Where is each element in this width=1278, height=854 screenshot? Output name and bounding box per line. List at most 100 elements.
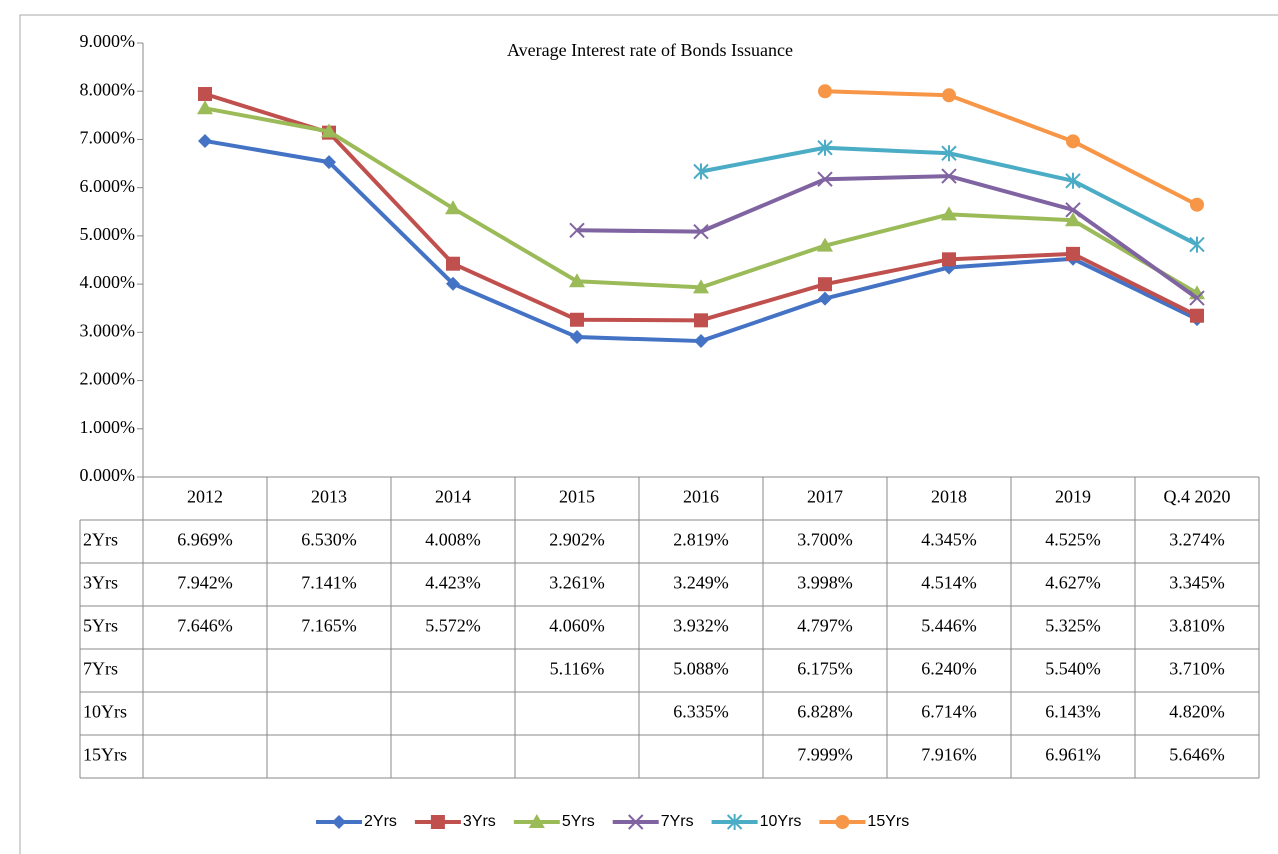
x-tick-label: 2015 — [559, 487, 595, 507]
marker — [1189, 236, 1205, 253]
marker — [1065, 202, 1081, 218]
table-value: 6.143% — [1045, 702, 1101, 722]
marker — [817, 237, 833, 252]
marker — [570, 330, 584, 345]
table-value: 5.540% — [1045, 659, 1101, 679]
table-value: 6.240% — [921, 659, 977, 679]
marker — [628, 814, 644, 830]
table-value: 2.902% — [549, 530, 605, 550]
x-tick-label: Q.4 2020 — [1164, 487, 1231, 507]
table-value: 5.325% — [1045, 616, 1101, 636]
legend-label: 7Yrs — [661, 813, 694, 830]
table-value: 4.525% — [1045, 530, 1101, 550]
table-value: 7.646% — [177, 616, 233, 636]
marker — [941, 168, 957, 184]
marker — [694, 334, 708, 349]
legend-label: 3Yrs — [463, 813, 496, 830]
series-line — [700, 145, 1198, 247]
table-row-label: 3Yrs — [83, 573, 118, 593]
table-value: 6.530% — [301, 530, 357, 550]
chart-title: Average Interest rate of Bonds Issuance — [507, 40, 793, 60]
table-value: 3.810% — [1169, 616, 1225, 636]
legend-label: 10Yrs — [760, 813, 802, 830]
table-row-label: 15Yrs — [83, 745, 127, 765]
table-value: 4.627% — [1045, 573, 1101, 593]
table-value: 4.345% — [921, 530, 977, 550]
table-value: 5.646% — [1169, 745, 1225, 765]
marker — [198, 133, 212, 148]
marker — [1066, 246, 1080, 261]
marker — [198, 87, 212, 102]
table-value: 7.942% — [177, 573, 233, 593]
x-tick-label: 2012 — [187, 487, 223, 507]
x-tick-label: 2014 — [435, 487, 471, 507]
chart-frame — [19, 14, 1278, 854]
legend-label: 5Yrs — [562, 813, 595, 830]
table-value: 4.008% — [425, 530, 481, 550]
marker — [1065, 212, 1081, 227]
x-tick-label: 2017 — [807, 487, 843, 507]
table-value: 7.999% — [797, 745, 853, 765]
marker — [446, 256, 460, 271]
x-tick-label: 2018 — [931, 487, 967, 507]
y-tick-label: 2.000% — [80, 369, 136, 389]
marker — [321, 123, 337, 138]
marker — [817, 139, 833, 156]
table-row-label: 5Yrs — [83, 616, 118, 636]
table-value: 6.335% — [673, 702, 729, 722]
series-line — [824, 89, 1198, 207]
marker — [835, 815, 850, 829]
marker — [197, 100, 213, 115]
marker — [528, 814, 545, 828]
marker — [694, 313, 708, 328]
y-tick-label: 1.000% — [80, 417, 136, 437]
marker — [818, 84, 832, 99]
y-tick-label: 9.000% — [80, 31, 136, 51]
table-value: 5.116% — [550, 659, 605, 679]
table-value: 4.514% — [921, 573, 977, 593]
marker — [818, 277, 832, 292]
table-row-label: 2Yrs — [83, 530, 118, 550]
table-value: 3.249% — [673, 573, 729, 593]
table-value: 5.088% — [673, 659, 729, 679]
marker — [1190, 197, 1204, 212]
marker — [693, 223, 709, 240]
marker — [942, 252, 956, 267]
marker — [726, 814, 743, 830]
table-value: 3.998% — [797, 573, 853, 593]
table-value: 4.797% — [797, 616, 853, 636]
marker — [941, 145, 957, 162]
table-value: 3.700% — [797, 530, 853, 550]
y-tick-label: 6.000% — [80, 176, 136, 196]
table-value: 6.175% — [797, 659, 853, 679]
y-tick-label: 5.000% — [80, 224, 136, 244]
y-tick-label: 8.000% — [80, 79, 136, 99]
table-value: 7.141% — [301, 573, 357, 593]
marker — [445, 200, 461, 215]
table-value: 5.572% — [425, 616, 481, 636]
y-tick-label: 4.000% — [80, 272, 136, 292]
table-row-label: 7Yrs — [83, 659, 118, 679]
table-value: 3.710% — [1169, 659, 1225, 679]
x-tick-label: 2019 — [1055, 487, 1091, 507]
table-value: 4.423% — [425, 573, 481, 593]
table-value: 6.961% — [1045, 745, 1101, 765]
table-value: 3.261% — [549, 573, 605, 593]
table-value: 6.969% — [177, 530, 233, 550]
marker — [941, 206, 957, 221]
marker — [1065, 172, 1081, 189]
marker — [570, 312, 584, 327]
table-value: 7.165% — [301, 616, 357, 636]
table-value: 2.819% — [673, 530, 729, 550]
table-value: 4.820% — [1169, 702, 1225, 722]
marker — [1066, 134, 1080, 149]
marker — [818, 291, 832, 306]
marker — [942, 88, 956, 103]
y-tick-label: 3.000% — [80, 320, 136, 340]
table-value: 3.345% — [1169, 573, 1225, 593]
y-tick-label: 7.000% — [80, 128, 136, 148]
series-line — [204, 106, 1199, 295]
table-value: 3.274% — [1169, 530, 1225, 550]
legend-label: 2Yrs — [364, 813, 397, 830]
